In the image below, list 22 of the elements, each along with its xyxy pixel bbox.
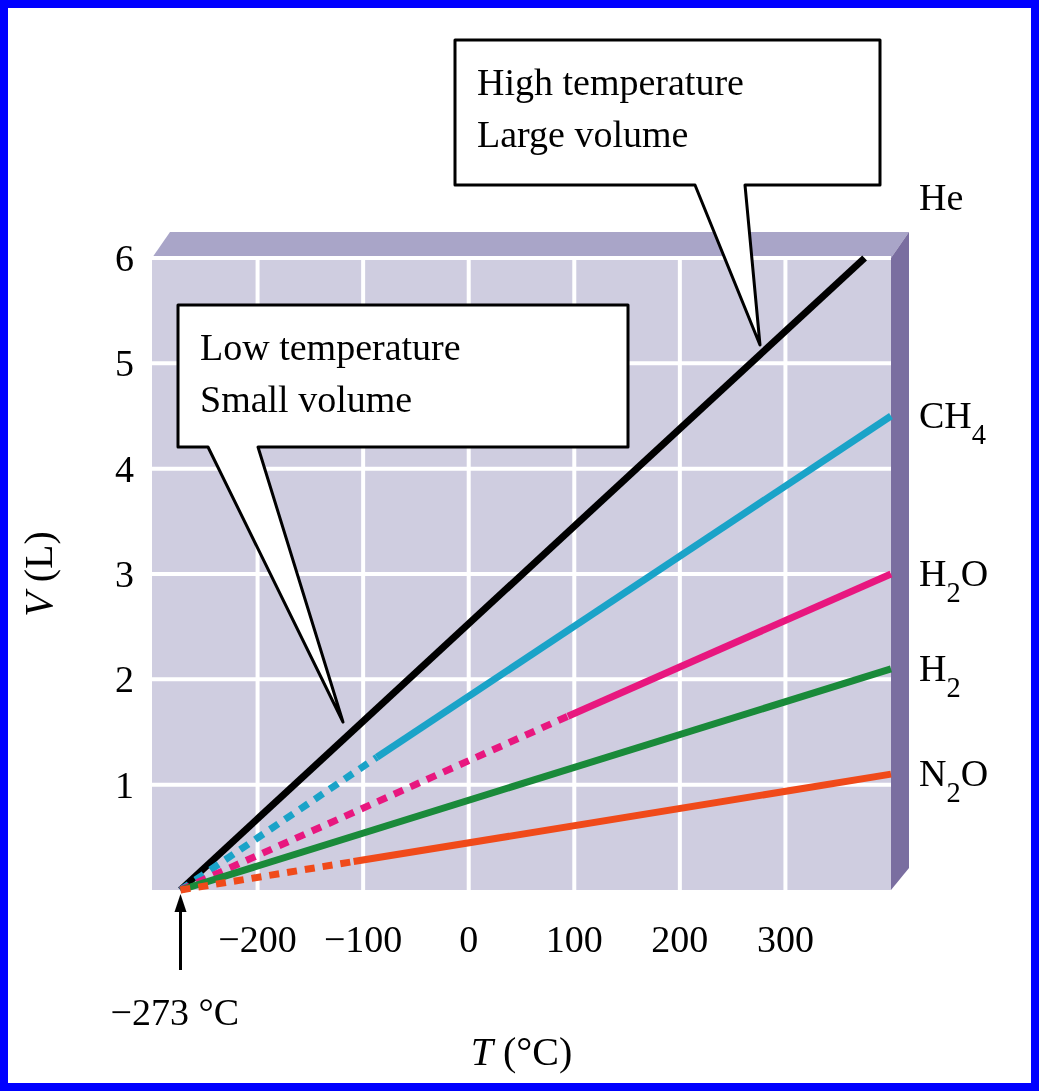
- x-tick-label: 100: [545, 918, 603, 960]
- x-tick-label: −100: [323, 918, 403, 960]
- y-tick-label: 5: [115, 342, 134, 385]
- x-tick-label: −200: [218, 918, 297, 960]
- x-tick-label: 300: [756, 918, 814, 960]
- series-label: He: [919, 176, 964, 218]
- series-label: H$_{2}$: [919, 646, 961, 703]
- y-axis-title: V (L): [16, 531, 61, 617]
- annotation: −273 °C: [110, 991, 239, 1033]
- y-tick-label: 3: [115, 553, 134, 595]
- y-tick-label: 2: [115, 658, 134, 701]
- y-tick-label: 4: [115, 447, 134, 490]
- y-tick-label: 6: [115, 237, 134, 279]
- x-tick-label: 0: [459, 918, 479, 960]
- series-label: N$_{2}$O: [919, 752, 989, 808]
- series-label: H$_{2}$O: [919, 552, 989, 608]
- y-tick-label: 1: [115, 763, 134, 806]
- text: High temperature Large volume: [477, 61, 744, 155]
- series-label: CH$_{4}$: [919, 394, 987, 450]
- annotation: Low temperature Small volume: [200, 326, 461, 420]
- x-tick-label: 200: [651, 918, 709, 960]
- x-axis-title: T (°C): [470, 1029, 573, 1074]
